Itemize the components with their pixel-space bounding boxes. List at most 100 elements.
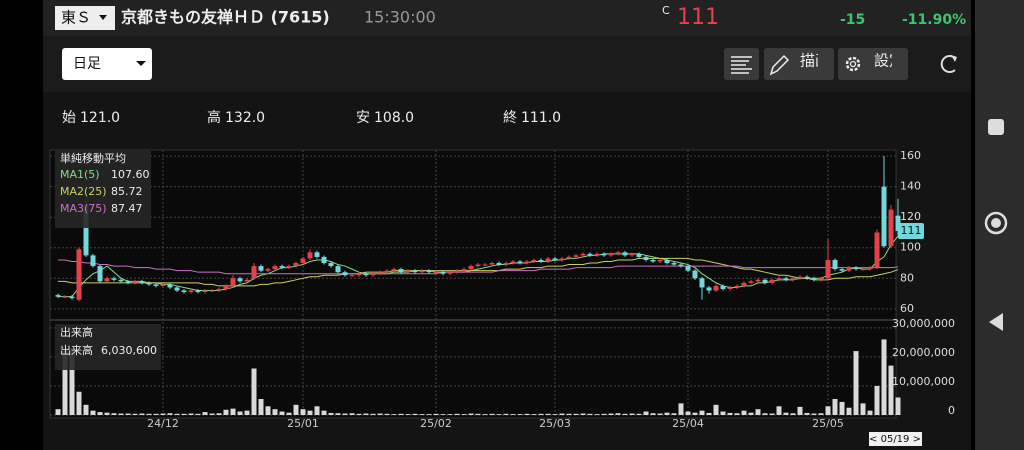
volume-bar: [146, 413, 152, 415]
volume-bar: [286, 412, 292, 415]
volume-bar: [643, 411, 649, 415]
volume-bar: [398, 413, 404, 415]
candle-body: [503, 263, 509, 265]
candle-body: [559, 258, 565, 260]
volume-bar: [657, 413, 663, 415]
volume-bar: [706, 412, 712, 415]
period-select[interactable]: [62, 48, 152, 80]
volume-bar: [181, 413, 187, 415]
volume-bar: [888, 365, 894, 415]
home-button[interactable]: [984, 211, 1008, 235]
recent-apps-button[interactable]: [988, 119, 1004, 135]
volume-bar: [335, 413, 341, 415]
volume-bar: [650, 413, 656, 415]
close-label: 終: [503, 110, 517, 126]
candle-body: [531, 259, 537, 262]
refresh-icon[interactable]: [940, 55, 956, 73]
candle-body: [433, 272, 439, 274]
volume-bar: [426, 414, 432, 415]
x-tick-label: 25/03: [539, 417, 571, 430]
candle-body: [286, 266, 292, 268]
volume-bar: [797, 406, 803, 415]
candle-body: [314, 252, 320, 257]
candle-body: [888, 209, 894, 247]
candle-body: [601, 253, 607, 256]
volume-bar: [153, 413, 159, 415]
candle-body: [167, 284, 173, 288]
time: 15:30:00: [364, 8, 436, 27]
volume-bar: [755, 409, 761, 415]
dropdown-arrow: [136, 61, 146, 66]
indicator-button[interactable]: [724, 48, 759, 80]
candle-body: [636, 253, 642, 257]
volume-bar: [692, 412, 698, 415]
volume-bar: [76, 391, 82, 415]
y-tick-label: 140: [900, 180, 921, 193]
candle-body: [482, 264, 488, 266]
candle-body: [657, 259, 663, 262]
volume-bar: [265, 406, 271, 415]
volume-bar: [748, 412, 754, 415]
back-button[interactable]: [989, 313, 1003, 331]
candle-body: [475, 264, 481, 267]
price: 111: [677, 5, 719, 30]
candle-body: [118, 279, 124, 282]
candle-body: [811, 278, 817, 280]
x-tick-label: 24/12: [147, 417, 179, 430]
candle-body: [594, 253, 600, 256]
candle-body: [755, 279, 761, 282]
candle-body: [832, 259, 838, 270]
market-text: 東Ｓ: [61, 9, 91, 27]
market-select[interactable]: [55, 6, 115, 30]
indicator-icon: [731, 56, 752, 74]
draw-button[interactable]: [764, 48, 834, 80]
y-tick-label: 30,000,000: [892, 317, 955, 330]
candle-body: [62, 296, 68, 298]
volume-bar: [545, 413, 551, 415]
candle-body: [398, 269, 404, 273]
candle-body: [720, 285, 726, 289]
volume-bar: [629, 413, 635, 415]
candle-body: [566, 256, 572, 259]
volume-bar: [713, 404, 719, 415]
legend-box: [55, 324, 161, 370]
y-tick-label: 80: [900, 271, 914, 284]
y-tick-label: 160: [900, 149, 921, 162]
volume-bar: [160, 413, 166, 415]
volume-bar: [174, 413, 180, 415]
legend-value: 6,030,600: [101, 344, 157, 357]
y-tick-label: 100: [900, 241, 921, 254]
volume-bar: [790, 413, 796, 415]
candle-body: [69, 296, 75, 299]
pencil-icon: [769, 54, 790, 76]
candle-body: [335, 266, 341, 273]
settings-button[interactable]: [838, 48, 908, 80]
candle-body: [321, 256, 327, 264]
volume-bar: [762, 413, 768, 415]
candle-body: [356, 273, 362, 276]
candle-body: [881, 186, 887, 247]
volume-bar: [251, 368, 257, 415]
candle-body: [216, 288, 222, 291]
volume-bar: [202, 412, 208, 415]
candle-body: [573, 255, 579, 257]
volume-bar: [685, 411, 691, 415]
volume-bar: [846, 407, 852, 415]
volume-bar: [195, 413, 201, 415]
volume-bar: [118, 413, 124, 415]
volume-bar: [832, 399, 838, 415]
candle-body: [160, 284, 166, 286]
volume-bar: [727, 412, 733, 415]
volume-bar: [307, 410, 313, 415]
candle-body: [55, 295, 61, 297]
candle-body: [412, 270, 418, 273]
candle-body: [769, 279, 775, 283]
candle-body: [461, 269, 467, 271]
candle-body: [517, 261, 523, 264]
candle-body: [860, 269, 866, 271]
candle-body: [97, 266, 103, 282]
candle-body: [874, 232, 880, 268]
volume-bar: [783, 412, 789, 415]
volume-bar: [328, 412, 334, 415]
candle-body: [545, 258, 551, 262]
